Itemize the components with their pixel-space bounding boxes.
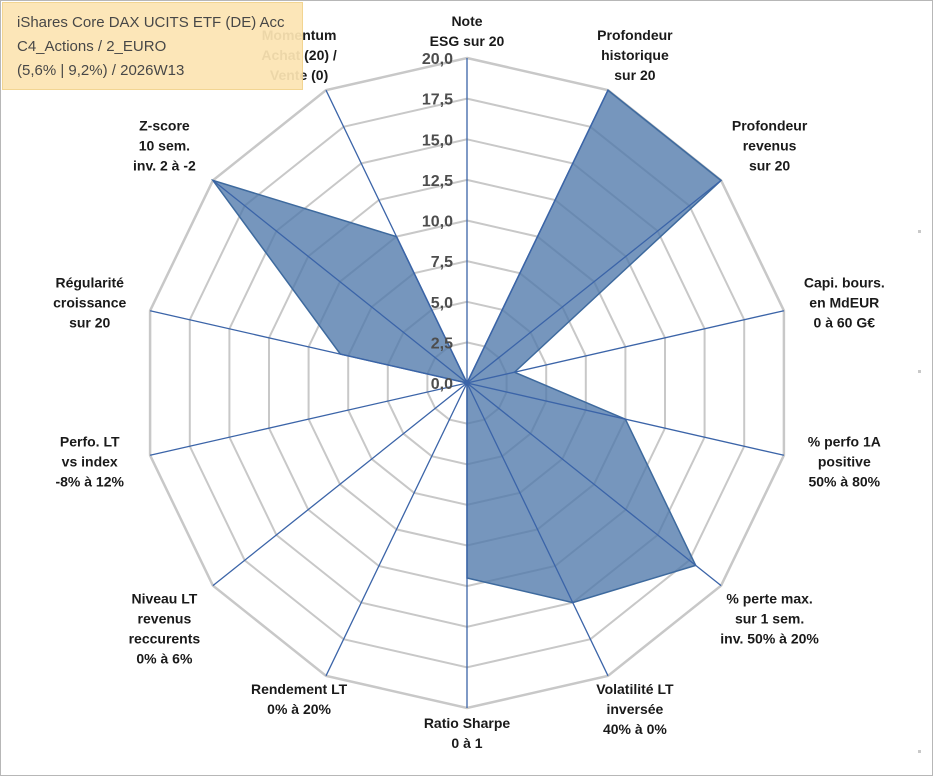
category-label-line: croissance: [53, 295, 126, 311]
tick-label-4: 10,0: [422, 214, 453, 231]
category-label-line: inversée: [606, 701, 663, 717]
tick-label-0: 0,0: [431, 376, 453, 393]
category-label-line: 0% à 20%: [267, 701, 331, 717]
axis-spoke-5: [466, 382, 722, 587]
axis-spoke-1: [466, 89, 609, 384]
category-label-6: Volatilité LT inversée 40% à 0%: [596, 681, 674, 737]
category-label-line: vs index: [62, 453, 118, 469]
category-label-5: % perte max. sur 1 sem. inv. 50% à 20%: [720, 591, 819, 647]
category-label-line: Profondeur: [732, 117, 808, 133]
category-label-line: inv. 2 à -2: [133, 157, 196, 173]
category-label-10: Perfo. LT vs index -8% à 12%: [55, 433, 124, 489]
category-label-line: reccurents: [129, 631, 201, 647]
category-label-line: % perfo 1A: [808, 433, 881, 449]
tick-label-8: 20,0: [422, 51, 453, 68]
axis-spoke-8: [325, 382, 468, 677]
category-label-9: Niveau LT revenus reccurents 0% à 6%: [129, 591, 201, 667]
category-label-line: Note: [451, 13, 482, 29]
category-label-8: Rendement LT 0% à 20%: [251, 681, 348, 717]
edge-dot: [918, 370, 921, 373]
category-label-line: Niveau LT: [131, 591, 197, 607]
category-label-line: Régularité: [55, 275, 124, 291]
fund-stats: (5,6% | 9,2%) / 2026W13: [17, 62, 185, 79]
category-label-1: Profondeur historique sur 20: [597, 27, 673, 83]
fund-category: C4_Actions / 2_EURO: [17, 38, 167, 55]
category-label-line: 0 à 1: [451, 735, 482, 751]
tick-label-5: 12,5: [422, 173, 453, 190]
category-label-line: sur 20: [749, 157, 790, 173]
axis-spoke-9: [212, 382, 468, 587]
category-label-line: revenus: [743, 137, 797, 153]
radial-tick-labels: 0,0 2,5 5,0 7,5 10,0 12,5 15,0 17,5 20,0: [422, 51, 453, 393]
axis-spoke-6: [466, 382, 609, 677]
tick-label-2: 5,0: [431, 295, 453, 312]
category-label-line: Rendement LT: [251, 681, 348, 697]
tick-label-7: 17,5: [422, 92, 453, 109]
category-label-line: positive: [818, 453, 871, 469]
tick-label-6: 15,0: [422, 132, 453, 149]
scroll-edge-marks: [918, 230, 924, 753]
category-label-line: Volatilité LT: [596, 681, 674, 697]
radar-axes: [149, 58, 785, 708]
category-label-7: Ratio Sharpe 0 à 1: [424, 715, 511, 751]
category-label-line: Ratio Sharpe: [424, 715, 511, 731]
tick-label-3: 7,5: [431, 254, 453, 271]
axis-spoke-2: [466, 179, 722, 384]
category-label-line: 40% à 0%: [603, 721, 667, 737]
fund-name: iShares Core DAX UCITS ETF (DE) Acc: [17, 14, 285, 31]
category-label-line: ESG sur 20: [430, 33, 505, 49]
category-label-11: Régularité croissance sur 20: [53, 275, 126, 331]
category-label-12: Z-score 10 sem. inv. 2 à -2: [133, 117, 196, 173]
axis-spoke-10: [149, 382, 468, 456]
edge-dot: [918, 230, 921, 233]
axis-spoke-11: [149, 310, 468, 384]
axis-spoke-12: [212, 179, 468, 384]
category-label-line: Perfo. LT: [60, 433, 120, 449]
category-label-line: Z-score: [139, 117, 190, 133]
category-label-line: historique: [601, 47, 669, 63]
category-label-line: -8% à 12%: [55, 473, 124, 489]
category-label-line: sur 1 sem.: [735, 611, 804, 627]
edge-dot: [918, 750, 921, 753]
category-label-line: en MdEUR: [809, 295, 879, 311]
category-label-line: sur 20: [69, 315, 110, 331]
category-label-4: % perfo 1A positive 50% à 80%: [808, 433, 881, 489]
category-label-0: Note ESG sur 20: [430, 13, 505, 49]
category-label-line: 0% à 6%: [136, 651, 193, 667]
category-label-line: 10 sem.: [139, 137, 190, 153]
category-label-line: 0 à 60 G€: [814, 315, 876, 331]
category-label-line: Profondeur: [597, 27, 673, 43]
axis-spoke-13: [325, 89, 468, 384]
category-label-line: Capi. bours.: [804, 275, 885, 291]
category-label-line: 50% à 80%: [808, 473, 880, 489]
category-label-line: sur 20: [614, 67, 655, 83]
tick-label-1: 2,5: [431, 335, 453, 352]
axis-spoke-3: [466, 310, 785, 384]
fund-info-box: iShares Core DAX UCITS ETF (DE) Acc C4_A…: [2, 2, 303, 90]
category-label-line: revenus: [138, 611, 192, 627]
category-label-line: inv. 50% à 20%: [720, 631, 819, 647]
axis-spoke-4: [466, 382, 785, 456]
category-label-2: Profondeur revenus sur 20: [732, 117, 808, 173]
category-label-line: % perte max.: [726, 591, 812, 607]
category-label-3: Capi. bours. en MdEUR 0 à 60 G€: [804, 275, 885, 331]
